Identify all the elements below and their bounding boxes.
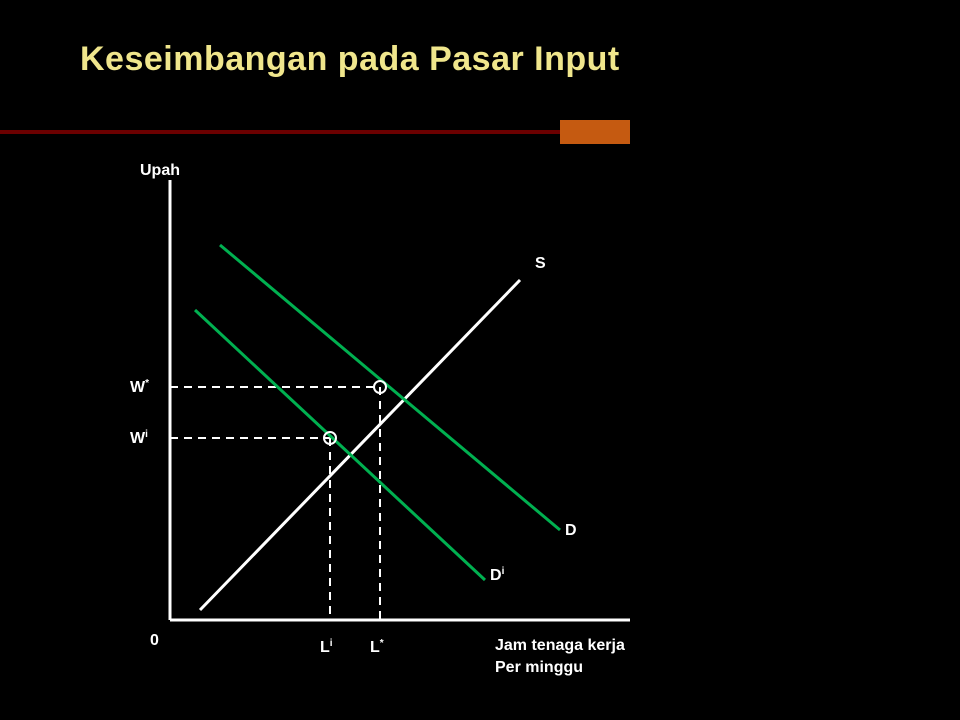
label-l-star: L* — [370, 638, 384, 656]
divider-accent-block — [560, 120, 630, 144]
demand-line-di — [195, 310, 485, 580]
label-di: Di — [490, 566, 505, 584]
origin-label: 0 — [150, 632, 159, 649]
x-axis-label-line2: Per minggu — [495, 659, 583, 676]
slide-title: Keseimbangan pada Pasar Input — [80, 40, 620, 79]
label-l-i: Li — [320, 638, 333, 656]
x-axis-label-line1: Jam tenaga kerja — [495, 637, 625, 654]
divider-line — [0, 130, 560, 134]
supply-demand-chart: Upah Jam tenaga kerja Per minggu 0 W* Wi… — [90, 160, 710, 700]
label-w-i: Wi — [130, 429, 148, 447]
label-s: S — [535, 255, 546, 272]
y-axis-label: Upah — [140, 162, 180, 179]
supply-line — [200, 280, 520, 610]
label-d: D — [565, 522, 577, 539]
label-w-star: W* — [130, 378, 149, 396]
